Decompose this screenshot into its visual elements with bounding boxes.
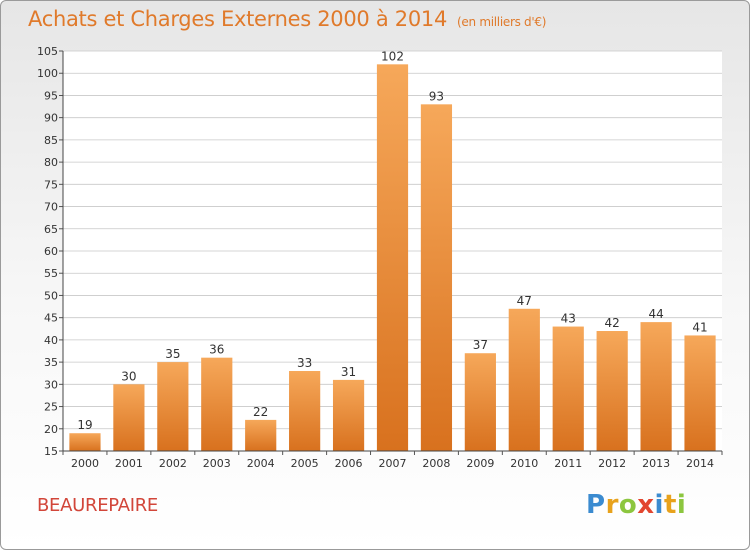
- data-label: 42: [605, 316, 620, 330]
- bar-2006: [332, 379, 365, 451]
- bars: 19 30 35 36 22 33 31 102 93 37 47 43 42 44 41: [69, 49, 716, 452]
- data-label: 43: [561, 312, 576, 326]
- logo-letter: t: [663, 490, 677, 520]
- logo-letter: x: [637, 490, 655, 520]
- logo-letter: i: [676, 490, 687, 520]
- y-tick-label: 15: [44, 445, 58, 458]
- chart-title: Achats et Charges Externes 2000 à 2014 (e…: [28, 7, 547, 31]
- data-label: 19: [77, 418, 92, 432]
- y-tick-label: 40: [44, 334, 58, 347]
- y-tick-label: 70: [44, 201, 58, 214]
- data-label: 44: [648, 307, 663, 321]
- y-tick-label: 35: [44, 356, 58, 369]
- logo-letter: P: [586, 490, 606, 520]
- bar-2009: [464, 353, 496, 451]
- x-tick-label: 2008: [422, 457, 450, 470]
- data-label: 33: [297, 356, 312, 370]
- x-tick-label: 2014: [686, 457, 714, 470]
- y-tick-label: 30: [44, 378, 58, 391]
- x-tick-label: 2000: [71, 457, 99, 470]
- data-label: 93: [429, 89, 444, 103]
- y-tick-label: 75: [44, 178, 58, 191]
- data-label: 41: [692, 320, 707, 334]
- bar-2002: [157, 362, 189, 451]
- x-tick-label: 2001: [115, 457, 143, 470]
- data-label: 30: [121, 369, 136, 383]
- bar-2005: [289, 371, 321, 451]
- bar-2008: [420, 104, 453, 451]
- bar-2001: [113, 384, 145, 451]
- x-tick-label: 2009: [466, 457, 494, 470]
- y-tick-label: 105: [37, 45, 58, 58]
- bar-2011: [552, 326, 584, 451]
- logo-letter: r: [605, 490, 619, 520]
- y-tick-label: 95: [44, 89, 58, 102]
- data-label: 36: [209, 343, 224, 357]
- y-tick-label: 20: [44, 423, 58, 436]
- x-tick-label: 2013: [642, 457, 670, 470]
- data-label: 47: [517, 294, 532, 308]
- x-tick-label: 2007: [379, 457, 407, 470]
- logo-letter: o: [618, 490, 638, 520]
- bar-2007: [376, 64, 409, 452]
- data-label: 31: [341, 365, 356, 379]
- data-label: 35: [165, 347, 180, 361]
- x-tick-label: 2002: [159, 457, 187, 470]
- bar-2013: [640, 322, 672, 451]
- x-tick-label: 2010: [510, 457, 538, 470]
- bar-2014: [684, 335, 716, 451]
- x-tick-label: 2003: [203, 457, 231, 470]
- data-label: 102: [381, 49, 404, 63]
- y-tick-label: 25: [44, 401, 58, 414]
- y-tick-label: 85: [44, 134, 58, 147]
- chart-unit: (en milliers d'€): [457, 15, 547, 29]
- x-tick-label: 2012: [598, 457, 626, 470]
- proxiti-logo: Proxiti: [586, 490, 686, 520]
- y-tick-label: 60: [44, 245, 58, 258]
- y-tick-label: 50: [44, 289, 58, 302]
- axes: 15 20 25 30 35 40 45 50 55 60 65 70 75 80 85 90 95 100 105…: [37, 45, 723, 470]
- y-tick-label: 100: [37, 67, 58, 80]
- y-tick-label: 80: [44, 156, 58, 169]
- y-tick-label: 55: [44, 267, 58, 280]
- commune-name: BEAUREPAIRE: [37, 495, 158, 516]
- bar-2012: [596, 331, 628, 451]
- logo-letter: i: [654, 490, 664, 520]
- y-tick-label: 90: [44, 112, 58, 125]
- data-label: 22: [253, 405, 268, 419]
- x-tick-label: 2006: [335, 457, 363, 470]
- y-tick-label: 65: [44, 223, 58, 236]
- bar-2004: [245, 419, 277, 451]
- bar-2000: [69, 433, 101, 451]
- y-tick-label: 45: [44, 312, 58, 325]
- bar-2010: [508, 308, 540, 451]
- data-label: 37: [473, 338, 488, 352]
- bar-2003: [201, 357, 233, 451]
- x-tick-label: 2005: [291, 457, 319, 470]
- x-tick-label: 2004: [247, 457, 275, 470]
- x-tick-label: 2011: [554, 457, 582, 470]
